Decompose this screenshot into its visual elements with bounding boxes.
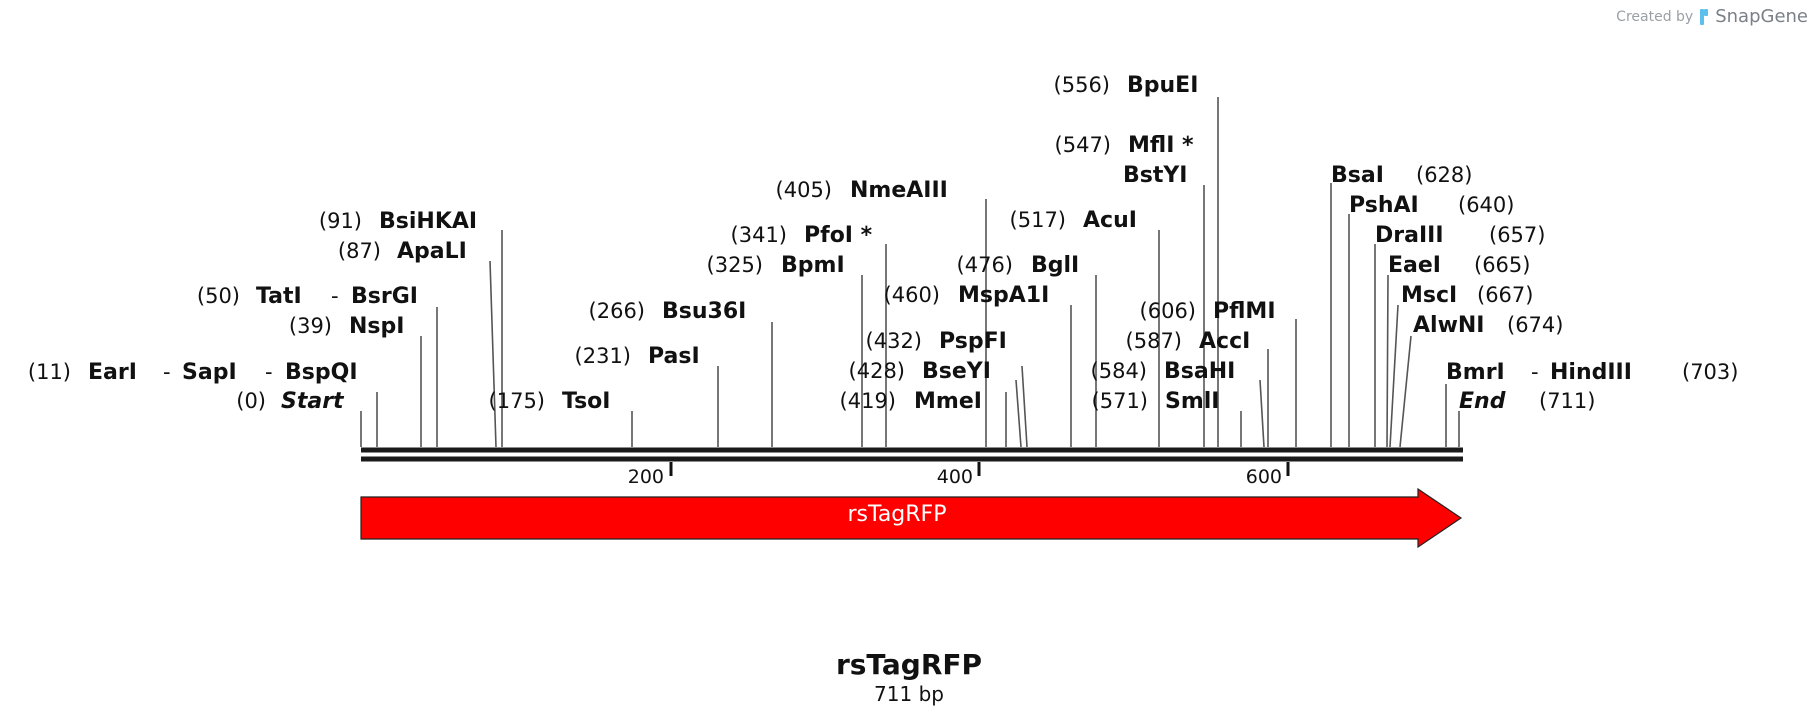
site-position: (91) xyxy=(319,209,362,233)
site-position: (432) xyxy=(866,329,922,353)
site-name[interactable]: TsoI xyxy=(562,389,610,414)
credit-brand: SnapGene xyxy=(1715,6,1808,27)
site-name[interactable]: AlwNI xyxy=(1413,313,1485,338)
snapgene-logo-icon xyxy=(1700,8,1709,25)
site-name[interactable]: PflMI xyxy=(1213,299,1276,324)
site-position: (571) xyxy=(1092,389,1148,413)
site-separator: - xyxy=(163,360,171,384)
site-leaders xyxy=(360,97,1460,448)
site-name[interactable]: SapI xyxy=(182,360,237,385)
site-position: (556) xyxy=(1054,73,1110,97)
site-position: (674) xyxy=(1507,313,1563,337)
site-position: (711) xyxy=(1539,389,1595,413)
ruler-tick-label: 400 xyxy=(937,466,973,488)
leader-line xyxy=(1389,304,1399,448)
site-labels: (0) Start (11) EarI - SapI - BspQI (39) … xyxy=(28,73,1739,414)
snapgene-credit: Created by SnapGene xyxy=(1616,6,1808,27)
site-position: (11) xyxy=(28,360,71,384)
site-name[interactable]: DraIII xyxy=(1375,223,1444,248)
site-name[interactable]: BglI xyxy=(1031,253,1079,278)
site-name[interactable]: BspQI xyxy=(285,360,358,385)
site-name[interactable]: AcuI xyxy=(1083,208,1137,233)
site-name[interactable]: PshAI xyxy=(1349,193,1419,218)
leader-line xyxy=(489,260,497,448)
site-position: (667) xyxy=(1477,283,1533,307)
site-position: (50) xyxy=(197,284,240,308)
site-name[interactable]: BsaI xyxy=(1331,163,1384,188)
site-name[interactable]: BpmI xyxy=(781,253,845,278)
site-position: (266) xyxy=(589,299,645,323)
site-name[interactable]: BmrI xyxy=(1446,360,1505,385)
site-name[interactable]: ApaLI xyxy=(397,239,467,264)
credit-prefix: Created by xyxy=(1616,8,1694,25)
site-name[interactable]: PfoI * xyxy=(804,223,873,248)
site-separator: - xyxy=(331,284,339,308)
site-position: (428) xyxy=(849,359,905,383)
site-name[interactable]: EaeI xyxy=(1388,253,1441,278)
sequence-length: 711 bp xyxy=(874,682,944,706)
site-name[interactable]: EarI xyxy=(88,360,137,385)
site-name[interactable]: NspI xyxy=(349,314,404,339)
site-position: (175) xyxy=(489,389,545,413)
site-name[interactable]: MmeI xyxy=(914,389,982,414)
site-name[interactable]: BseYI xyxy=(922,359,991,384)
site-separator: - xyxy=(265,360,273,384)
site-position: (657) xyxy=(1489,223,1545,247)
site-name[interactable]: End xyxy=(1459,389,1506,414)
site-position: (665) xyxy=(1474,253,1530,277)
site-position: (0) xyxy=(236,389,266,413)
site-name[interactable]: MspA1I xyxy=(958,283,1049,308)
site-position: (517) xyxy=(1010,208,1066,232)
site-position: (87) xyxy=(338,239,381,263)
site-position: (587) xyxy=(1126,329,1182,353)
site-name[interactable]: AccI xyxy=(1199,329,1250,354)
site-name[interactable]: NmeAIII xyxy=(850,178,948,203)
ruler-tick-label: 200 xyxy=(628,466,664,488)
site-position: (39) xyxy=(289,314,332,338)
site-name[interactable]: Bsu36I xyxy=(662,299,746,324)
site-position: (231) xyxy=(575,344,631,368)
site-name[interactable]: BsiHKAI xyxy=(379,209,477,234)
site-position: (547) xyxy=(1055,133,1111,157)
site-name[interactable]: BsaHI xyxy=(1164,359,1235,384)
feature-arrow[interactable] xyxy=(360,487,1463,549)
restriction-map: 200 400 600 rsTagRFP xyxy=(28,73,1739,549)
sequence-backbone xyxy=(361,447,1463,462)
site-position: (476) xyxy=(957,253,1013,277)
sequence-name: rsTagRFP xyxy=(835,648,983,681)
sequence-title-block: rsTagRFP 711 bp xyxy=(0,648,1818,706)
leader-line xyxy=(1386,274,1389,448)
site-position: (703) xyxy=(1682,360,1738,384)
site-name[interactable]: BpuEI xyxy=(1127,73,1198,98)
site-position: (460) xyxy=(884,283,940,307)
feature-label: rsTagRFP xyxy=(848,502,947,527)
site-name[interactable]: PspFI xyxy=(939,329,1007,354)
site-position: (640) xyxy=(1458,193,1514,217)
site-position: (419) xyxy=(840,389,896,413)
site-name[interactable]: MflI * xyxy=(1128,133,1194,158)
site-name[interactable]: BstYI xyxy=(1123,163,1188,188)
site-name[interactable]: MscI xyxy=(1401,283,1457,308)
ruler: 200 400 600 xyxy=(628,462,1290,488)
site-position: (606) xyxy=(1140,299,1196,323)
site-name[interactable]: SmlI xyxy=(1165,389,1220,414)
leader-line xyxy=(1399,335,1412,448)
site-position: (325) xyxy=(707,253,763,277)
leader-line xyxy=(1015,379,1022,448)
site-name[interactable]: Start xyxy=(281,389,345,414)
leader-line xyxy=(1021,365,1028,448)
site-name[interactable]: TatI xyxy=(256,284,302,309)
site-position: (584) xyxy=(1091,359,1147,383)
site-name[interactable]: HindIII xyxy=(1550,360,1632,385)
site-position: (405) xyxy=(776,178,832,202)
site-separator: - xyxy=(1531,360,1539,384)
leader-line xyxy=(1259,379,1265,448)
site-name[interactable]: BsrGI xyxy=(351,284,418,309)
ruler-tick-label: 600 xyxy=(1246,466,1282,488)
site-position: (341) xyxy=(731,223,787,247)
site-name[interactable]: PasI xyxy=(648,344,700,369)
site-position: (628) xyxy=(1416,163,1472,187)
feature-rstagrfp[interactable]: rsTagRFP xyxy=(360,487,1463,549)
